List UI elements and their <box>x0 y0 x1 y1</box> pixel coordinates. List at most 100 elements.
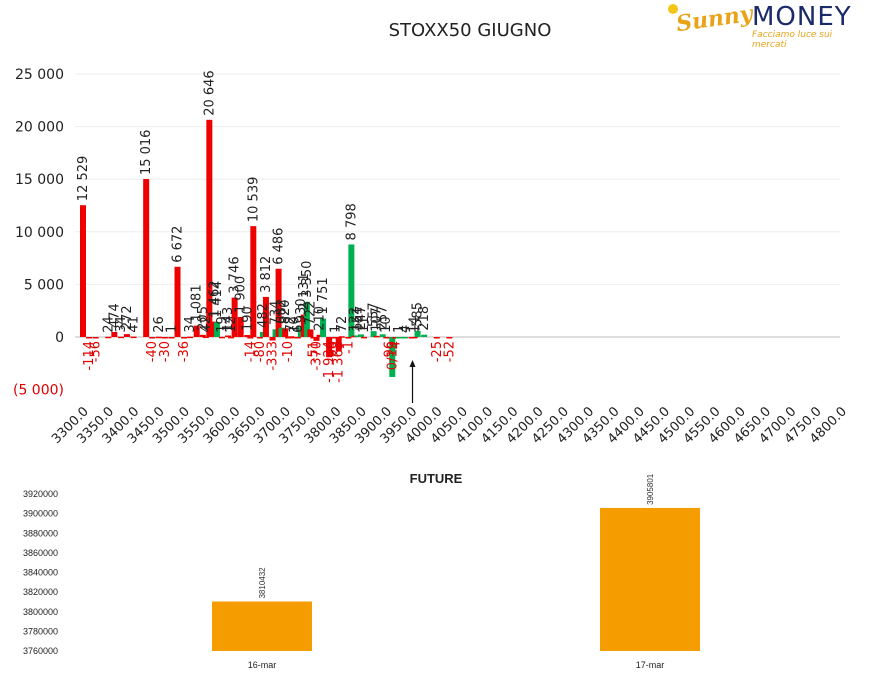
bar <box>373 335 380 338</box>
data-label: -1 363 <box>332 341 347 383</box>
data-label: 1 462 <box>207 280 222 317</box>
data-label: 3 350 <box>300 261 315 298</box>
data-label: 34 <box>183 316 198 333</box>
data-label: -68 <box>325 341 340 362</box>
data-label: 190 <box>240 306 255 331</box>
data-label: 72 <box>284 316 299 333</box>
data-label: -370 <box>309 341 324 371</box>
data-label: 882 <box>275 299 290 324</box>
future-x-ticks: 16-mar 17-mar <box>248 660 665 670</box>
data-label: 1 751 <box>316 277 331 314</box>
data-label: 4 <box>398 325 413 333</box>
data-label: 19 <box>215 316 230 333</box>
data-label: 482 <box>256 303 271 328</box>
data-label: 10 <box>379 316 394 333</box>
data-label: 8 798 <box>344 203 359 240</box>
data-label: 72 <box>335 316 350 333</box>
bar <box>433 337 440 339</box>
bar <box>401 336 408 339</box>
data-label: 1 <box>329 325 344 333</box>
bar <box>338 336 345 338</box>
bar <box>332 336 339 339</box>
future-x-tick-label: 17-mar <box>636 660 665 670</box>
future-bar <box>600 507 700 651</box>
bar <box>244 335 251 337</box>
bar <box>86 337 93 339</box>
data-label: 6 486 <box>272 228 287 265</box>
future-y-tick-label: 3880000 <box>23 528 58 538</box>
bar <box>414 330 421 337</box>
bar <box>105 336 112 339</box>
bar <box>395 336 402 339</box>
y-tick-label: 15 000 <box>15 172 64 188</box>
bar <box>326 337 333 358</box>
bar <box>174 266 181 337</box>
bar <box>143 179 150 337</box>
data-label: 1 <box>164 325 179 333</box>
bar <box>408 336 415 339</box>
bar <box>294 336 301 339</box>
future-y-tick-label: 3920000 <box>23 489 58 499</box>
sun-icon <box>668 4 678 14</box>
data-label: 585 <box>411 302 426 327</box>
data-label: 474 <box>107 303 122 328</box>
future-data-label: 3905801 <box>646 473 655 505</box>
bar <box>411 336 418 339</box>
bar <box>256 337 263 339</box>
data-label: 151 <box>350 307 365 332</box>
future-y-tick-label: 3860000 <box>23 548 58 558</box>
bar <box>329 337 336 339</box>
bar <box>379 334 386 337</box>
future-bars <box>212 507 700 651</box>
data-label: -36 <box>177 341 192 362</box>
data-label: 122 <box>347 307 362 332</box>
future-title: FUTURE <box>410 471 463 486</box>
data-label: -1 924 <box>322 341 337 383</box>
bar <box>389 337 396 377</box>
data-label: -10 <box>281 341 296 362</box>
data-label: 0/19 <box>385 341 400 370</box>
data-label: 6 672 <box>171 226 186 263</box>
data-label: 15 016 <box>139 130 154 176</box>
future-y-tick-label: 3820000 <box>23 587 58 597</box>
data-label: 1 414 <box>210 281 225 318</box>
data-label: 107 <box>370 307 385 332</box>
data-label: -40 <box>145 341 160 362</box>
grid-lines <box>75 73 840 338</box>
bar <box>199 334 206 337</box>
bar <box>285 337 292 339</box>
data-label: 20 646 <box>202 70 217 116</box>
bar <box>247 337 254 339</box>
future-bar <box>212 601 312 651</box>
bar <box>354 335 361 337</box>
future-data-labels: 3810432 3905801 <box>258 473 655 598</box>
bar <box>282 328 289 337</box>
bar <box>161 337 168 339</box>
data-label: 218 <box>417 306 432 331</box>
data-label: 1 081 <box>190 284 205 321</box>
y-tick-label: 20 000 <box>15 120 64 136</box>
data-label: 722 <box>303 301 318 326</box>
data-label: 1 <box>405 325 420 333</box>
data-label: -25 <box>430 341 445 362</box>
data-label: -1 <box>341 341 356 354</box>
data-label: 820 <box>278 300 293 325</box>
data-label: -4 <box>388 341 403 354</box>
bar <box>259 331 266 337</box>
y-tick-label: 5 000 <box>24 277 64 293</box>
bar <box>218 336 225 339</box>
bar <box>335 337 342 352</box>
data-label: 11 <box>357 316 372 333</box>
bar <box>313 337 320 341</box>
data-label: 41 <box>127 316 142 333</box>
bar <box>446 337 453 339</box>
bar <box>357 334 364 337</box>
bar <box>278 327 285 337</box>
data-label: 143 <box>221 307 236 332</box>
logo-tagline: Facciamo luce sui mercati <box>752 30 833 50</box>
bar <box>300 314 307 337</box>
bar <box>275 268 282 337</box>
bar <box>193 325 200 337</box>
bar <box>291 336 298 339</box>
